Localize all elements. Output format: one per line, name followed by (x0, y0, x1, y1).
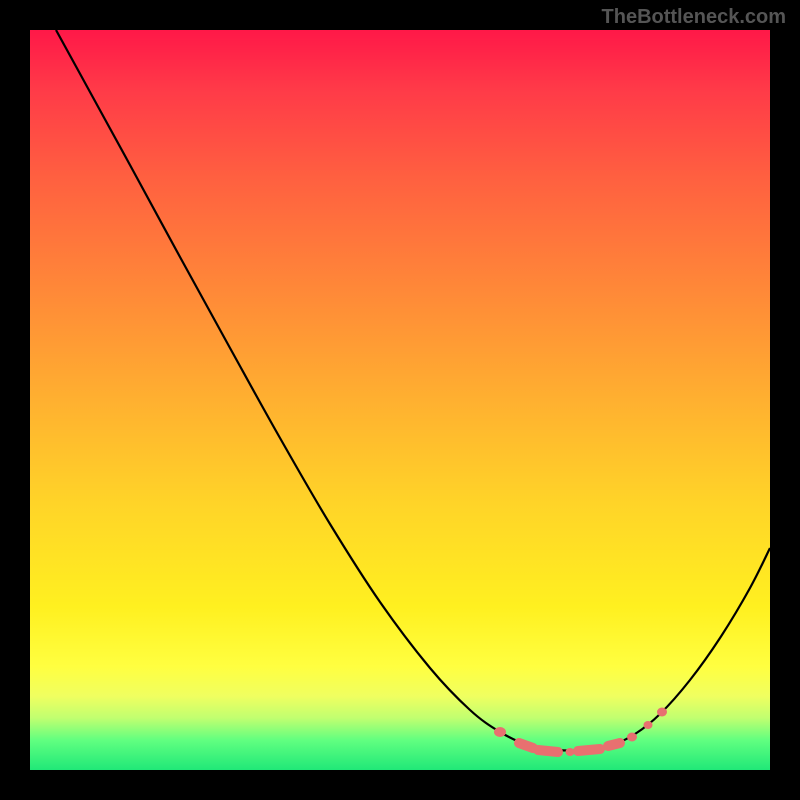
marker-group (494, 708, 667, 757)
plot-area (30, 30, 770, 770)
watermark-text: TheBottleneck.com (602, 6, 786, 29)
curve-marker (657, 708, 667, 717)
curve-marker (608, 743, 620, 746)
bottleneck-curve (56, 30, 770, 751)
curve-marker (644, 721, 653, 729)
curve-marker (627, 733, 637, 742)
chart-svg (30, 30, 770, 770)
curve-marker (538, 750, 558, 752)
curve-marker (519, 743, 533, 748)
curve-marker (494, 727, 506, 737)
curve-marker (578, 749, 600, 751)
